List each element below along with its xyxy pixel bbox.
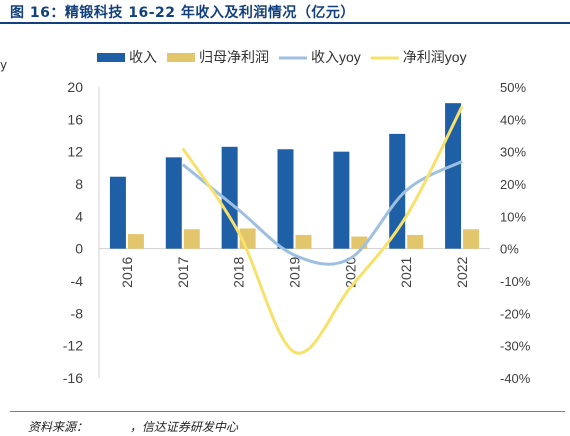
y-right-tick-label: 0%	[500, 242, 519, 257]
x-tick-label: 2017	[175, 256, 191, 287]
revenue-bar	[165, 157, 182, 249]
edge-text: y	[0, 58, 8, 72]
legend-revenue-label: 收入	[129, 49, 157, 65]
y-right-tick-label: 40%	[500, 112, 526, 127]
figure-title-bar: 图 16：精锻科技 16-22 年收入及利润情况（亿元）	[0, 0, 570, 24]
revenue-bar	[277, 149, 294, 249]
legend-revenue-swatch	[97, 53, 125, 62]
x-tick-label: 2016	[119, 256, 135, 287]
y-left-tick-label: -12	[63, 338, 83, 354]
figure-title: 图 16：精锻科技 16-22 年收入及利润情况（亿元）	[10, 5, 355, 21]
y-left-tick-label: 16	[67, 111, 83, 127]
y-left-tick-label: 0	[75, 241, 83, 257]
x-tick-label: 2018	[231, 256, 247, 287]
legend-net-profit-label: 归母净利润	[199, 49, 269, 65]
revenue-bar	[333, 151, 350, 249]
revenue-bar	[389, 133, 406, 249]
y-left-tick-label: -16	[63, 370, 83, 386]
legend-net-profit-swatch	[167, 53, 195, 62]
y-right-tick-label: -20%	[500, 306, 531, 321]
y-right-tick-label: 20%	[500, 177, 526, 192]
y-right-tick-label: -40%	[500, 371, 531, 386]
net-profit-bar	[183, 229, 200, 249]
net-profit-bar	[127, 234, 144, 249]
x-tick-label: 2022	[454, 256, 470, 287]
x-tick-label: 2021	[398, 256, 414, 287]
y-right-tick-label: -30%	[500, 339, 531, 354]
y-left-tick-label: -8	[71, 305, 84, 321]
revenue-bar	[109, 176, 126, 249]
x-tick-label: 2019	[287, 256, 303, 287]
combo-chart: 201612840-4-8-12-1650%40%30%20%10%0%-10%…	[63, 49, 531, 386]
legend-profit-yoy-label: 净利润yoy	[403, 49, 467, 65]
profit-yoy-line	[181, 105, 464, 355]
x-tick-label: 2020	[342, 256, 358, 287]
revenue-bar	[445, 103, 462, 249]
y-left-tick-label: 8	[75, 176, 83, 192]
y-right-tick-label: 30%	[500, 145, 526, 160]
y-right-tick-label: 10%	[500, 209, 526, 224]
legend-revenue-yoy-label: 收入yoy	[311, 49, 361, 65]
y-left-tick-label: -4	[71, 273, 84, 289]
source-divider	[10, 411, 565, 412]
source-note: 资料来源： ，信达证券研发中心	[28, 418, 238, 435]
revenue-yoy-line	[181, 160, 463, 266]
y-left-tick-label: 12	[67, 144, 83, 160]
y-left-tick-label: 4	[75, 208, 83, 224]
y-right-tick-label: 50%	[500, 80, 526, 95]
y-right-tick-label: -10%	[500, 274, 531, 289]
source-name: ，信达证券研发中心	[129, 420, 238, 434]
net-profit-bar	[407, 234, 424, 249]
y-left-tick-label: 20	[67, 79, 83, 95]
source-label: 资料来源：	[28, 420, 89, 434]
net-profit-bar	[463, 229, 480, 249]
net-profit-bar	[295, 234, 312, 249]
